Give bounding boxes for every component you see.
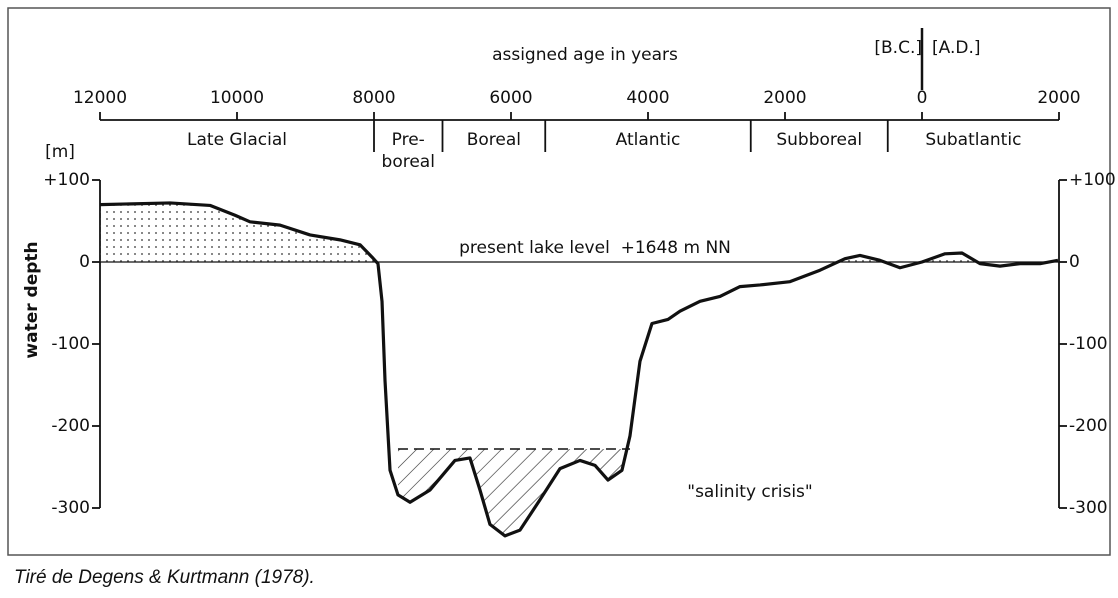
- period-label: Atlantic: [616, 130, 681, 150]
- era-label: [B.C.]: [874, 38, 922, 58]
- y-tick-label: -300: [51, 498, 90, 518]
- frame: [7, 7, 1111, 556]
- period-label: Pre-: [392, 130, 425, 150]
- period-label: Subatlantic: [925, 130, 1021, 150]
- period-label: Subboreal: [776, 130, 862, 150]
- period-label: Boreal: [467, 130, 521, 150]
- caption: Tiré de Degens & Kurtmann (1978).: [14, 567, 315, 588]
- x-tick-label: 6000: [489, 88, 532, 108]
- y-tick-label: +100: [43, 170, 90, 190]
- y-tick-label: 0: [79, 252, 90, 272]
- x-tick-label: 2000: [763, 88, 806, 108]
- y2-tick-label: -300: [1069, 498, 1108, 518]
- x-tick-label: 2000: [1037, 88, 1080, 108]
- y-unit: [m]: [45, 142, 75, 162]
- y2-tick-label: +100: [1069, 170, 1116, 190]
- x-tick-label: 0: [917, 88, 928, 108]
- dotted-area: [100, 202, 1059, 262]
- y-title: water depth: [22, 241, 42, 358]
- era-label: [A.D.]: [932, 38, 981, 58]
- hatched-area: [397, 448, 630, 536]
- period-label: Late Glacial: [187, 130, 287, 150]
- x-tick-label: 8000: [352, 88, 395, 108]
- x-tick-label: 12000: [73, 88, 127, 108]
- y2-tick-label: -200: [1069, 416, 1108, 436]
- x-tick-label: 4000: [626, 88, 669, 108]
- y2-tick-label: 0: [1069, 252, 1080, 272]
- period-label: boreal: [382, 152, 435, 172]
- y-tick-label: -200: [51, 416, 90, 436]
- y-tick-label: -100: [51, 334, 90, 354]
- y2-tick-label: -100: [1069, 334, 1108, 354]
- x-title: assigned age in years: [492, 45, 678, 65]
- data-line: [99, 201, 1059, 538]
- salinity-label: "salinity crisis": [687, 482, 812, 502]
- reference-label: present lake level +1648 m NN: [459, 238, 731, 258]
- x-tick-label: 10000: [210, 88, 264, 108]
